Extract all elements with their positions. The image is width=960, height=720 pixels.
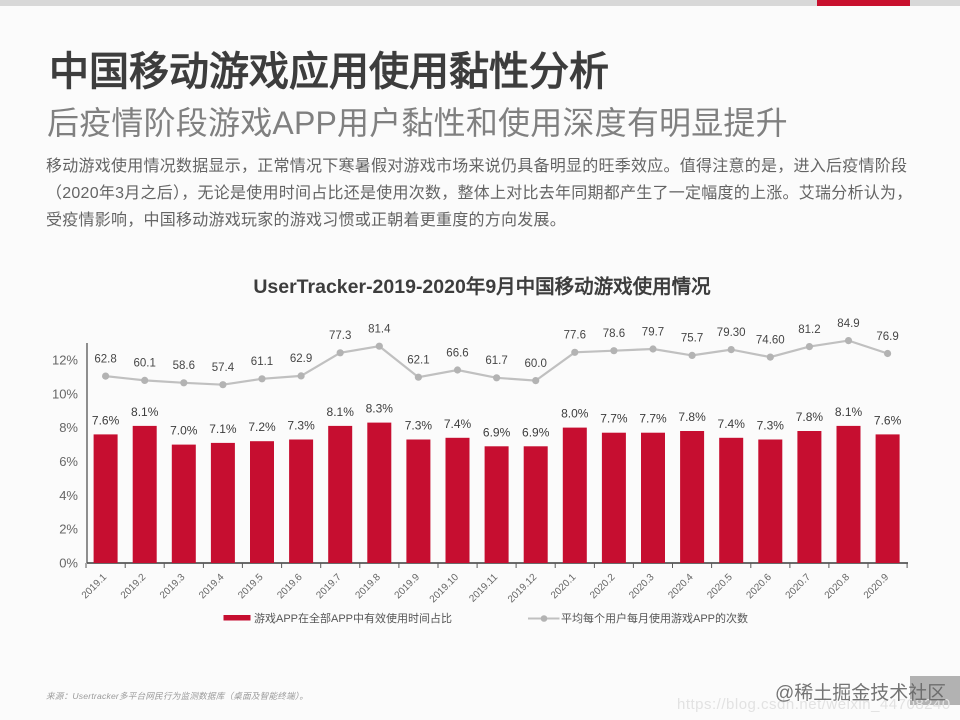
svg-text:平均每个用户每月使用游戏APP的次数: 平均每个用户每月使用游戏APP的次数 xyxy=(561,611,748,625)
svg-text:7.2%: 7.2% xyxy=(248,420,276,434)
svg-text:6%: 6% xyxy=(59,454,78,469)
svg-text:2019.5: 2019.5 xyxy=(236,572,266,602)
svg-text:2020.4: 2020.4 xyxy=(666,572,696,602)
svg-text:57.4: 57.4 xyxy=(212,362,235,374)
svg-text:60.1: 60.1 xyxy=(134,358,156,370)
svg-text:2019.3: 2019.3 xyxy=(158,572,188,602)
svg-text:10%: 10% xyxy=(52,386,78,401)
svg-text:7.8%: 7.8% xyxy=(678,410,706,424)
svg-text:7.4%: 7.4% xyxy=(718,417,746,431)
svg-text:2019.7: 2019.7 xyxy=(314,572,344,602)
svg-text:7.7%: 7.7% xyxy=(639,412,667,426)
svg-text:76.9: 76.9 xyxy=(876,331,898,343)
svg-text:8.1%: 8.1% xyxy=(327,405,355,419)
svg-text:7.8%: 7.8% xyxy=(796,410,824,424)
svg-text:2019.9: 2019.9 xyxy=(393,572,423,602)
svg-text:2019.11: 2019.11 xyxy=(467,572,500,605)
svg-text:游戏APP在全部APP中有效使用时间占比: 游戏APP在全部APP中有效使用时间占比 xyxy=(254,611,452,625)
svg-text:8.3%: 8.3% xyxy=(366,402,394,416)
svg-text:74.60: 74.60 xyxy=(756,334,785,346)
svg-text:75.7: 75.7 xyxy=(681,333,703,345)
svg-text:2019.2: 2019.2 xyxy=(119,572,149,602)
svg-text:8.0%: 8.0% xyxy=(561,407,589,421)
svg-text:2020.2: 2020.2 xyxy=(588,572,618,602)
svg-text:2020.5: 2020.5 xyxy=(705,572,735,602)
svg-text:84.9: 84.9 xyxy=(837,318,859,330)
svg-text:8%: 8% xyxy=(59,420,78,435)
svg-text:7.3%: 7.3% xyxy=(287,419,315,433)
svg-text:60.0: 60.0 xyxy=(525,358,547,370)
svg-text:58.6: 58.6 xyxy=(173,360,195,372)
svg-text:77.6: 77.6 xyxy=(564,330,586,342)
svg-text:4%: 4% xyxy=(59,488,78,503)
svg-text:2019.1: 2019.1 xyxy=(80,572,110,602)
svg-text:62.1: 62.1 xyxy=(407,355,429,367)
svg-text:79.30: 79.30 xyxy=(717,327,746,339)
svg-text:2020.6: 2020.6 xyxy=(745,572,775,602)
svg-text:8.1%: 8.1% xyxy=(131,405,159,419)
svg-text:61.7: 61.7 xyxy=(485,355,507,367)
svg-text:2019.12: 2019.12 xyxy=(506,572,540,606)
svg-text:7.6%: 7.6% xyxy=(92,413,120,427)
svg-text:81.2: 81.2 xyxy=(798,324,820,336)
svg-text:77.3: 77.3 xyxy=(329,330,351,342)
svg-text:2020.8: 2020.8 xyxy=(823,572,853,602)
svg-text:81.4: 81.4 xyxy=(368,324,391,336)
svg-text:2019.10: 2019.10 xyxy=(428,572,462,606)
svg-text:7.3%: 7.3% xyxy=(757,419,785,433)
svg-text:2020.1: 2020.1 xyxy=(549,572,579,602)
svg-text:2019.8: 2019.8 xyxy=(354,572,384,602)
svg-text:78.6: 78.6 xyxy=(603,328,625,340)
svg-text:7.7%: 7.7% xyxy=(600,412,628,426)
svg-text:62.8: 62.8 xyxy=(94,353,116,365)
svg-text:66.6: 66.6 xyxy=(446,347,468,359)
svg-text:2%: 2% xyxy=(59,522,78,537)
svg-text:2020.3: 2020.3 xyxy=(627,572,657,602)
svg-text:79.7: 79.7 xyxy=(642,326,664,338)
svg-text:6.9%: 6.9% xyxy=(522,425,550,439)
svg-text:7.0%: 7.0% xyxy=(170,424,198,438)
svg-text:2020.9: 2020.9 xyxy=(862,572,892,602)
svg-text:0%: 0% xyxy=(59,556,78,571)
svg-text:7.1%: 7.1% xyxy=(209,422,237,436)
svg-text:8.1%: 8.1% xyxy=(835,405,863,419)
svg-text:61.1: 61.1 xyxy=(251,356,273,368)
svg-text:6.9%: 6.9% xyxy=(483,425,511,439)
svg-text:2019.4: 2019.4 xyxy=(197,572,227,602)
svg-text:2019.6: 2019.6 xyxy=(275,572,305,602)
svg-text:62.9: 62.9 xyxy=(290,353,312,365)
svg-text:7.6%: 7.6% xyxy=(874,413,902,427)
svg-text:7.3%: 7.3% xyxy=(405,419,433,433)
svg-text:2020.7: 2020.7 xyxy=(784,572,814,602)
svg-text:12%: 12% xyxy=(52,353,78,368)
svg-text:7.4%: 7.4% xyxy=(444,417,472,431)
